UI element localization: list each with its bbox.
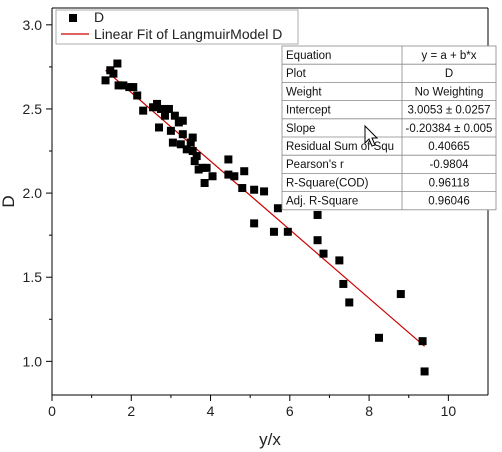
data-point-26 — [188, 133, 197, 142]
table-key-8: Adj. R-Square — [286, 196, 358, 208]
data-point-36 — [230, 172, 239, 181]
data-point-38 — [240, 167, 249, 176]
legend-label-d: D — [94, 9, 104, 25]
table-value-2: No Weighting — [415, 86, 484, 98]
legend-box — [55, 9, 299, 45]
x-tick-label-2: 2 — [127, 403, 135, 419]
data-point-46 — [313, 236, 322, 245]
data-point-34 — [224, 155, 233, 164]
data-point-40 — [250, 219, 259, 228]
x-tick-label-6: 6 — [286, 403, 294, 419]
data-point-13 — [157, 104, 165, 113]
table-key-4: Slope — [286, 123, 315, 135]
y-tick-label-2: 2.0 — [23, 185, 43, 201]
data-point-54 — [420, 367, 429, 376]
fit-line — [105, 69, 425, 347]
data-point-0 — [101, 76, 110, 85]
data-point-11 — [153, 99, 162, 108]
axes: 0 2 4 6 8 10 1.0 1.5 2.0 2.5 3.0 y/x D — [0, 7, 489, 449]
data-point-12 — [155, 123, 164, 132]
data-point-7 — [129, 83, 138, 92]
data-point-14 — [160, 111, 169, 120]
data-point-45 — [313, 210, 322, 219]
data-point-22 — [178, 116, 187, 125]
data-point-4 — [114, 81, 123, 90]
y-tick-label-1: 1.0 — [23, 353, 43, 369]
table-value-6: -0.9804 — [429, 159, 469, 171]
data-point-49 — [339, 279, 348, 288]
data-point-24 — [186, 138, 195, 147]
data-point-47 — [319, 249, 328, 258]
data-point-42 — [269, 227, 278, 236]
table-value-7: 0.96118 — [429, 177, 470, 189]
data-point-21 — [178, 130, 187, 139]
data-point-50 — [345, 298, 354, 307]
data-point-28 — [192, 152, 201, 161]
data-point-5 — [119, 81, 128, 90]
mouse-cursor-icon — [364, 124, 379, 147]
data-point-53 — [418, 337, 427, 346]
table-key-3: Intercept — [286, 105, 332, 117]
x-tick-label-4: 4 — [207, 403, 215, 419]
data-point-31 — [200, 178, 209, 187]
data-point-23 — [182, 145, 191, 154]
data-point-39 — [250, 185, 259, 194]
fit-layer — [105, 69, 425, 347]
table-value-4: -0.20384 ± 0.005 — [406, 123, 493, 135]
data-point-17 — [168, 138, 177, 147]
data-point-32 — [202, 163, 211, 172]
fit-statistics-table: Equation y = a + b*x Plot D Weight No Weighti… — [281, 45, 497, 211]
legend-label-fit: Linear Fit of LangmuirModel D — [94, 26, 282, 42]
x-tick-label-10: 10 — [441, 403, 457, 419]
table-key-0: Equation — [286, 50, 331, 62]
table-value-8: 0.96046 — [428, 196, 470, 208]
data-point-3 — [113, 59, 122, 68]
y-tick-label-2.5: 2.5 — [23, 101, 43, 117]
data-point-37 — [238, 184, 247, 193]
y-tick-label-3: 3.0 — [23, 17, 43, 33]
x-tick-label-0: 0 — [48, 403, 56, 419]
data-point-33 — [208, 172, 217, 181]
x-tick-label-8: 8 — [365, 403, 373, 419]
data-point-2 — [109, 69, 118, 78]
data-point-44 — [283, 227, 292, 236]
data-point-25 — [188, 147, 197, 156]
table-key-7: R-Square(COD) — [286, 177, 369, 189]
x-axis-title: y/x — [259, 430, 281, 449]
data-point-35 — [224, 170, 233, 179]
data-point-18 — [170, 111, 179, 120]
table-key-6: Pearson's r — [286, 159, 344, 171]
y-axis-title: D — [0, 195, 18, 207]
table-value-0: y = a + b*x — [422, 50, 477, 62]
table-key-5: Residual Sum of Squ — [286, 141, 394, 153]
table-key-2: Weight — [286, 86, 322, 98]
data-point-48 — [335, 256, 344, 265]
legend-marker-square — [69, 14, 77, 22]
data-point-51 — [375, 333, 383, 342]
data-point-8 — [133, 91, 142, 100]
table-frame — [281, 45, 497, 211]
table-value-3: 3.0053 ± 0.0257 — [407, 105, 490, 117]
data-point-52 — [396, 290, 405, 299]
table-value-1: D — [445, 68, 453, 80]
data-point-15 — [164, 104, 173, 113]
data-point-9 — [139, 106, 148, 115]
data-point-41 — [260, 187, 269, 196]
data-point-43 — [273, 204, 282, 213]
data-points — [101, 59, 429, 376]
table-value-5: 0.40665 — [428, 141, 470, 153]
data-point-27 — [190, 157, 199, 166]
data-point-16 — [166, 126, 175, 135]
table-key-1: Plot — [286, 68, 307, 80]
data-point-20 — [176, 140, 185, 149]
y-tick-label-1.5: 1.5 — [23, 269, 43, 285]
